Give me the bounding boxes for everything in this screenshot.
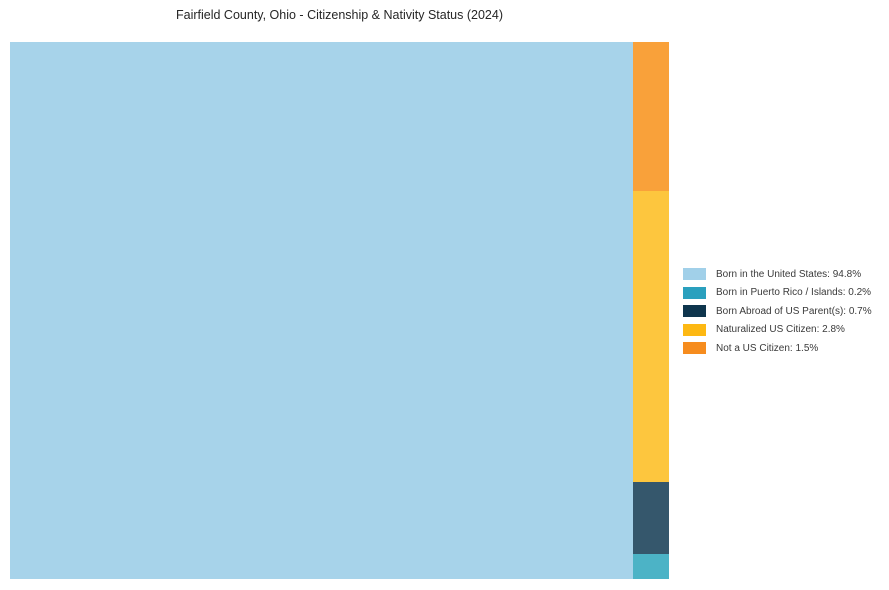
legend-row-born-abroad-of-us-parents[interactable]: Born Abroad of US Parent(s): 0.7% [683, 302, 872, 321]
legend-label: Born in the United States: 94.8% [716, 268, 862, 280]
legend-label: Born Abroad of US Parent(s): 0.7% [716, 305, 872, 317]
legend-swatch-born-abroad-of-us-parents-icon [683, 305, 706, 318]
treemap-plot [10, 42, 669, 579]
legend-label: Born in Puerto Rico / Islands: 0.2% [716, 287, 872, 299]
legend-swatch-not-a-us-citizen-icon [683, 342, 706, 355]
treemap-rect-born-in-puerto-rico-islands[interactable] [633, 554, 669, 579]
legend: Born in the United States: 94.8% Born in… [683, 265, 872, 358]
legend-row-born-in-the-united-states[interactable]: Born in the United States: 94.8% [683, 265, 872, 284]
treemap-rect-not-a-us-citizen[interactable] [633, 42, 669, 191]
legend-label: Naturalized US Citizen: 2.8% [716, 324, 845, 336]
legend-row-naturalized-us-citizen[interactable]: Naturalized US Citizen: 2.8% [683, 321, 872, 340]
legend-row-not-a-us-citizen[interactable]: Not a US Citizen: 1.5% [683, 339, 872, 358]
legend-row-born-in-puerto-rico-islands[interactable]: Born in Puerto Rico / Islands: 0.2% [683, 284, 872, 303]
treemap-rect-born-in-the-united-states[interactable] [10, 42, 633, 579]
chart-title: Fairfield County, Ohio - Citizenship & N… [176, 8, 503, 22]
legend-label: Not a US Citizen: 1.5% [716, 342, 819, 354]
treemap-rect-born-abroad-of-us-parents[interactable] [633, 482, 669, 554]
legend-swatch-born-in-puerto-rico-islands-icon [683, 286, 706, 299]
legend-swatch-born-in-the-united-states-icon [683, 268, 706, 281]
treemap-rect-naturalized-us-citizen[interactable] [633, 191, 669, 482]
legend-swatch-naturalized-us-citizen-icon [683, 323, 706, 336]
